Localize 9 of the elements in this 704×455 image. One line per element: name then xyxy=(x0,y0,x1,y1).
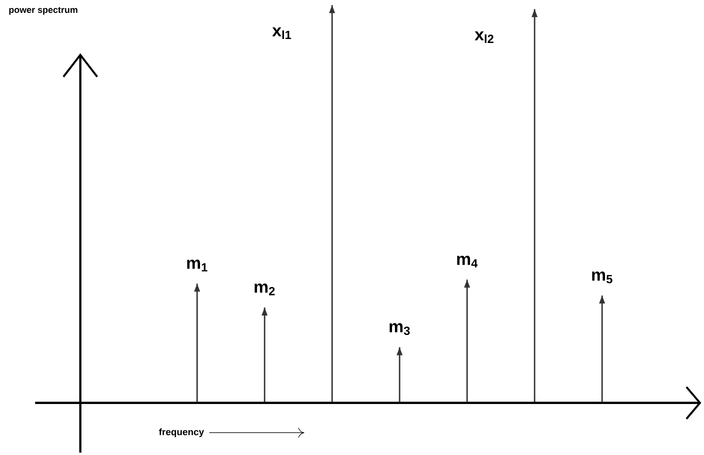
x-tick-label: m$_{4}$ xyxy=(457,256,478,268)
annotation: x$_{l2}$ xyxy=(474,31,494,43)
x-tick-label: m$_{3}$ xyxy=(390,323,410,336)
x-tick-label: m$_{1}$ xyxy=(187,260,208,272)
x-tick-label: m$_{5}$ xyxy=(592,271,612,284)
x-tick-label: m$_{2}$ xyxy=(254,284,275,296)
x-axis-title: frequency xyxy=(158,428,204,438)
annotation: x$_{l1}$ xyxy=(272,27,292,39)
text: power spectrum xyxy=(9,7,78,15)
